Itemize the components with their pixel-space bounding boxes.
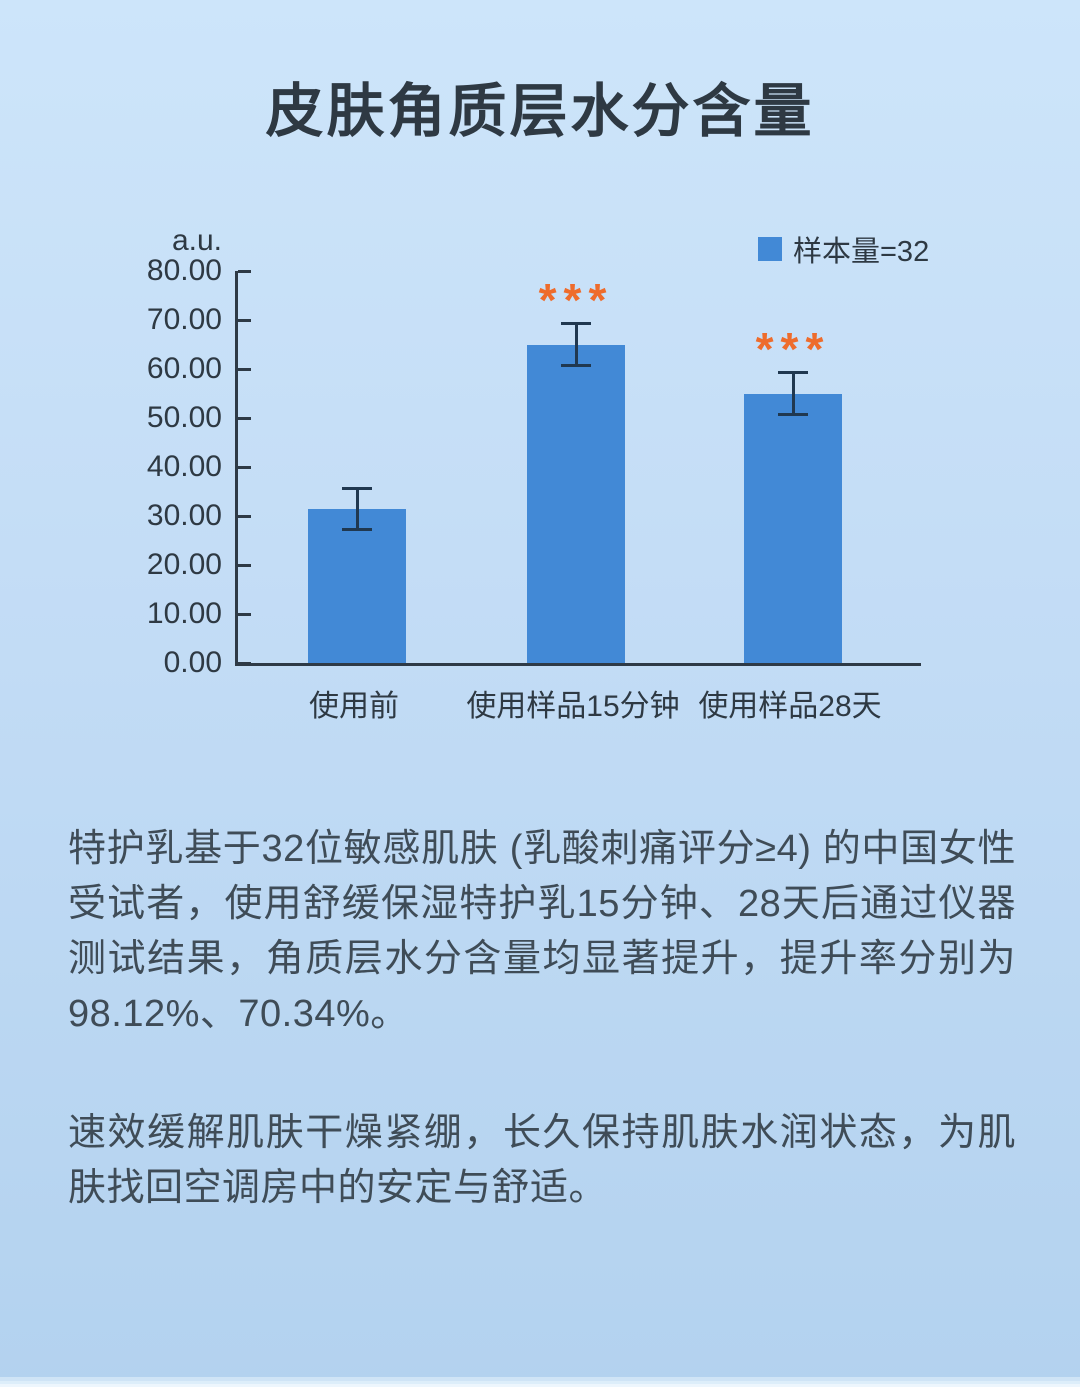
error-bar-cap (342, 486, 372, 490)
y-tick-label: 10.00 (146, 597, 222, 630)
y-tick-mark (238, 417, 251, 420)
y-tick-label: 70.00 (146, 303, 222, 336)
description-text: 特护乳基于32位敏感肌肤 (乳酸刺痛评分≥4) 的中国女性受试者，使用舒缓保湿特… (68, 822, 1016, 1216)
error-bar-line (791, 371, 795, 416)
y-tick-mark (238, 662, 251, 665)
significance-stars: *** (538, 274, 614, 327)
card-bottom-edge (0, 1377, 1080, 1387)
chart-legend: 样本量=32 (758, 228, 929, 270)
edge-strip (0, 1384, 1080, 1387)
y-tick-label: 80.00 (146, 254, 222, 287)
y-tick-mark (238, 466, 251, 469)
edge-strip (0, 1381, 1080, 1384)
y-tick-mark (238, 270, 251, 273)
paragraph-study-result: 特护乳基于32位敏感肌肤 (乳酸刺痛评分≥4) 的中国女性受试者，使用舒缓保湿特… (68, 828, 1016, 1035)
error-bar (342, 486, 372, 531)
x-category-label: 使用样品28天 (698, 690, 882, 723)
significance-stars: *** (755, 323, 831, 376)
error-bar-cap (561, 363, 591, 367)
error-bar-cap (342, 527, 372, 531)
page-title: 皮肤角质层水分含量 (265, 79, 815, 144)
y-tick-label: 40.00 (146, 450, 222, 483)
error-bar-cap (778, 412, 808, 416)
legend-label: 样本量=32 (793, 236, 930, 268)
x-category-label: 使用样品15分钟 (466, 690, 680, 723)
error-bar-cap (778, 371, 808, 375)
bar (527, 344, 625, 663)
y-tick-label: 0.00 (163, 646, 222, 679)
error-bar (561, 322, 591, 367)
y-axis-unit-label: a.u. (171, 224, 222, 257)
plot-area: *** *** (235, 270, 921, 666)
y-tick-label: 20.00 (146, 548, 222, 581)
y-tick-mark (238, 613, 251, 616)
bar (308, 508, 406, 663)
paragraph-benefit: 速效缓解肌肤干燥紧绷，长久保持肌肤水润状态，为肌肤找回空调房中的安定与舒适。 (68, 1112, 1016, 1209)
y-tick-mark (238, 564, 251, 567)
y-tick-mark (238, 515, 251, 518)
y-tick-label: 50.00 (146, 401, 222, 434)
legend-swatch (758, 237, 782, 261)
error-bar-cap (561, 322, 591, 326)
bar (744, 393, 842, 663)
y-tick-label: 60.00 (146, 352, 222, 385)
error-bar-line (574, 322, 578, 367)
error-bar (778, 371, 808, 416)
y-tick-mark (238, 319, 251, 322)
error-bar-line (355, 486, 359, 531)
x-category-label: 使用前 (309, 690, 399, 723)
y-tick-mark (238, 368, 251, 371)
edge-strip (0, 1377, 1080, 1381)
y-tick-label: 30.00 (146, 499, 222, 532)
